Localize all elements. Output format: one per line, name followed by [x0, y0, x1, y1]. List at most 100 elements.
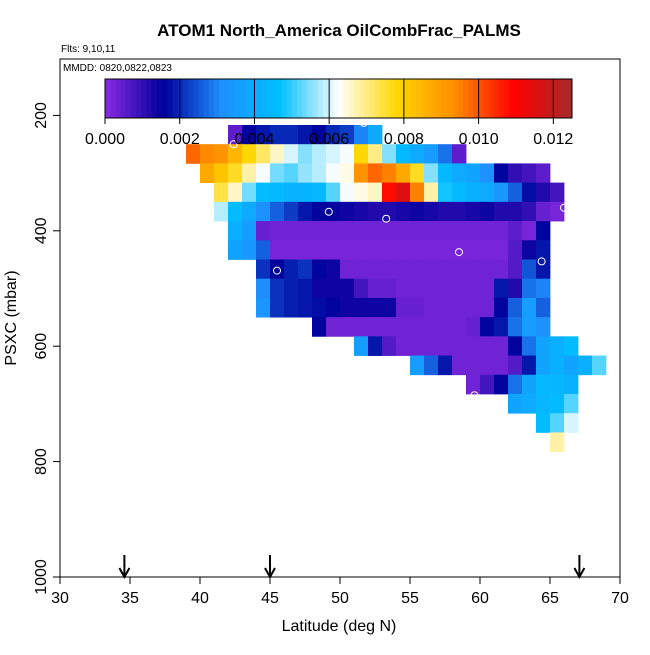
colorbar-swatch [172, 79, 179, 118]
heatmap-cell [214, 144, 229, 164]
heatmap-cell [242, 240, 257, 260]
heatmap-cell [438, 144, 453, 164]
x-tick-label: 70 [611, 590, 629, 607]
heatmap-cell [354, 124, 369, 145]
heatmap-cell [508, 278, 523, 299]
colorbar-swatch [374, 79, 381, 118]
colorbar-swatch [151, 79, 158, 118]
heatmap-cell [284, 144, 299, 164]
heatmap-cell [424, 201, 439, 222]
colorbar-swatch [405, 79, 412, 118]
heatmap-cell [298, 259, 313, 280]
heatmap-cell [508, 393, 523, 414]
heatmap-cell [396, 201, 411, 222]
heatmap-cell [354, 201, 369, 222]
heatmap-cell [382, 182, 397, 203]
colorbar-swatch [208, 79, 215, 118]
colorbar-swatch [520, 79, 526, 118]
colorbar-swatch [416, 79, 422, 118]
heatmap-cell [298, 278, 313, 299]
heatmap-cell [480, 278, 495, 299]
heatmap-cell [354, 221, 369, 241]
colorbar-swatch [546, 79, 552, 118]
heatmap-cell [214, 182, 229, 203]
heatmap-cell [480, 163, 495, 184]
heatmap-cell [494, 221, 509, 241]
heatmap-cell [312, 297, 327, 318]
heatmap-cell [564, 374, 579, 395]
heatmap-cell [410, 144, 425, 164]
heatmap-cell [354, 317, 369, 337]
colorbar-swatch [447, 79, 454, 118]
heatmap-cell [522, 221, 537, 241]
heatmap-cell [466, 221, 481, 241]
colorbar-swatch [219, 79, 225, 118]
heatmap-cell [550, 413, 565, 433]
colorbar-swatch [452, 79, 459, 118]
heatmap-cell [550, 374, 565, 395]
heatmap-cell [284, 163, 299, 184]
heatmap-cell [326, 124, 341, 145]
heatmap-cell [270, 240, 285, 260]
colorbar-swatch [296, 79, 303, 118]
heatmap-cell [382, 163, 397, 184]
heatmap-cell [536, 413, 551, 433]
heatmap-cell [312, 163, 327, 184]
x-axis-label: Latitude (deg N) [282, 618, 397, 635]
heatmap-cell [424, 221, 439, 241]
heatmap-cell [522, 355, 537, 376]
colorbar-swatch [188, 79, 194, 118]
heatmap-cell [270, 278, 285, 299]
heatmap-cell [368, 297, 383, 318]
y-tick-label: 200 [33, 102, 50, 129]
heatmap-cell [326, 240, 341, 260]
heatmap-cell [494, 374, 509, 395]
heatmap-cell [396, 317, 411, 337]
x-tick-label: 40 [191, 590, 209, 607]
heatmap-cell [284, 201, 299, 222]
colorbar-swatch [499, 79, 505, 118]
colorbar-swatch [302, 79, 308, 118]
heatmap-cell [550, 182, 565, 203]
colorbar-swatch [566, 79, 573, 118]
colorbar-swatch [312, 79, 319, 118]
heatmap-cell [466, 317, 481, 337]
heatmap-cell [438, 240, 453, 260]
heatmap-cell [466, 297, 481, 318]
heatmap-cell [536, 221, 551, 241]
colorbar-swatch [167, 79, 173, 118]
heatmap-cell [382, 240, 397, 260]
heatmap-cell [452, 221, 467, 241]
heatmap-cell [550, 393, 565, 414]
heatmap-cell [298, 221, 313, 241]
heatmap-cell [326, 259, 341, 280]
heatmap-cell [452, 163, 467, 184]
observation-point [470, 391, 479, 400]
heatmap-cell [284, 297, 299, 318]
heatmap-cell [284, 182, 299, 203]
heatmap-cell [270, 259, 285, 280]
heatmap-cell [340, 297, 355, 318]
heatmap-cell [480, 201, 495, 222]
heatmap-cell [242, 221, 257, 241]
heatmap-cell [396, 182, 411, 203]
heatmap-cell [228, 201, 243, 222]
colorbar-swatch [130, 79, 137, 118]
observation-point [281, 356, 290, 365]
heatmap-cell [410, 182, 425, 203]
heatmap-cell [522, 240, 537, 260]
heatmap-cell [354, 259, 369, 280]
heatmap-cell [424, 297, 439, 318]
colorbar-swatch [105, 79, 111, 118]
heatmap-cell [410, 278, 425, 299]
heatmap-cell [536, 336, 551, 356]
observation-point [537, 257, 546, 266]
heatmap-cell [536, 317, 551, 337]
heatmap-cell [438, 182, 453, 203]
colorbar-swatch [431, 79, 438, 118]
colorbar-tick-label: 0.008 [384, 131, 424, 148]
colorbar-swatch [276, 79, 282, 118]
heatmap-cell [340, 278, 355, 299]
heatmap-cell [340, 182, 355, 203]
heatmap-cell [228, 240, 243, 260]
